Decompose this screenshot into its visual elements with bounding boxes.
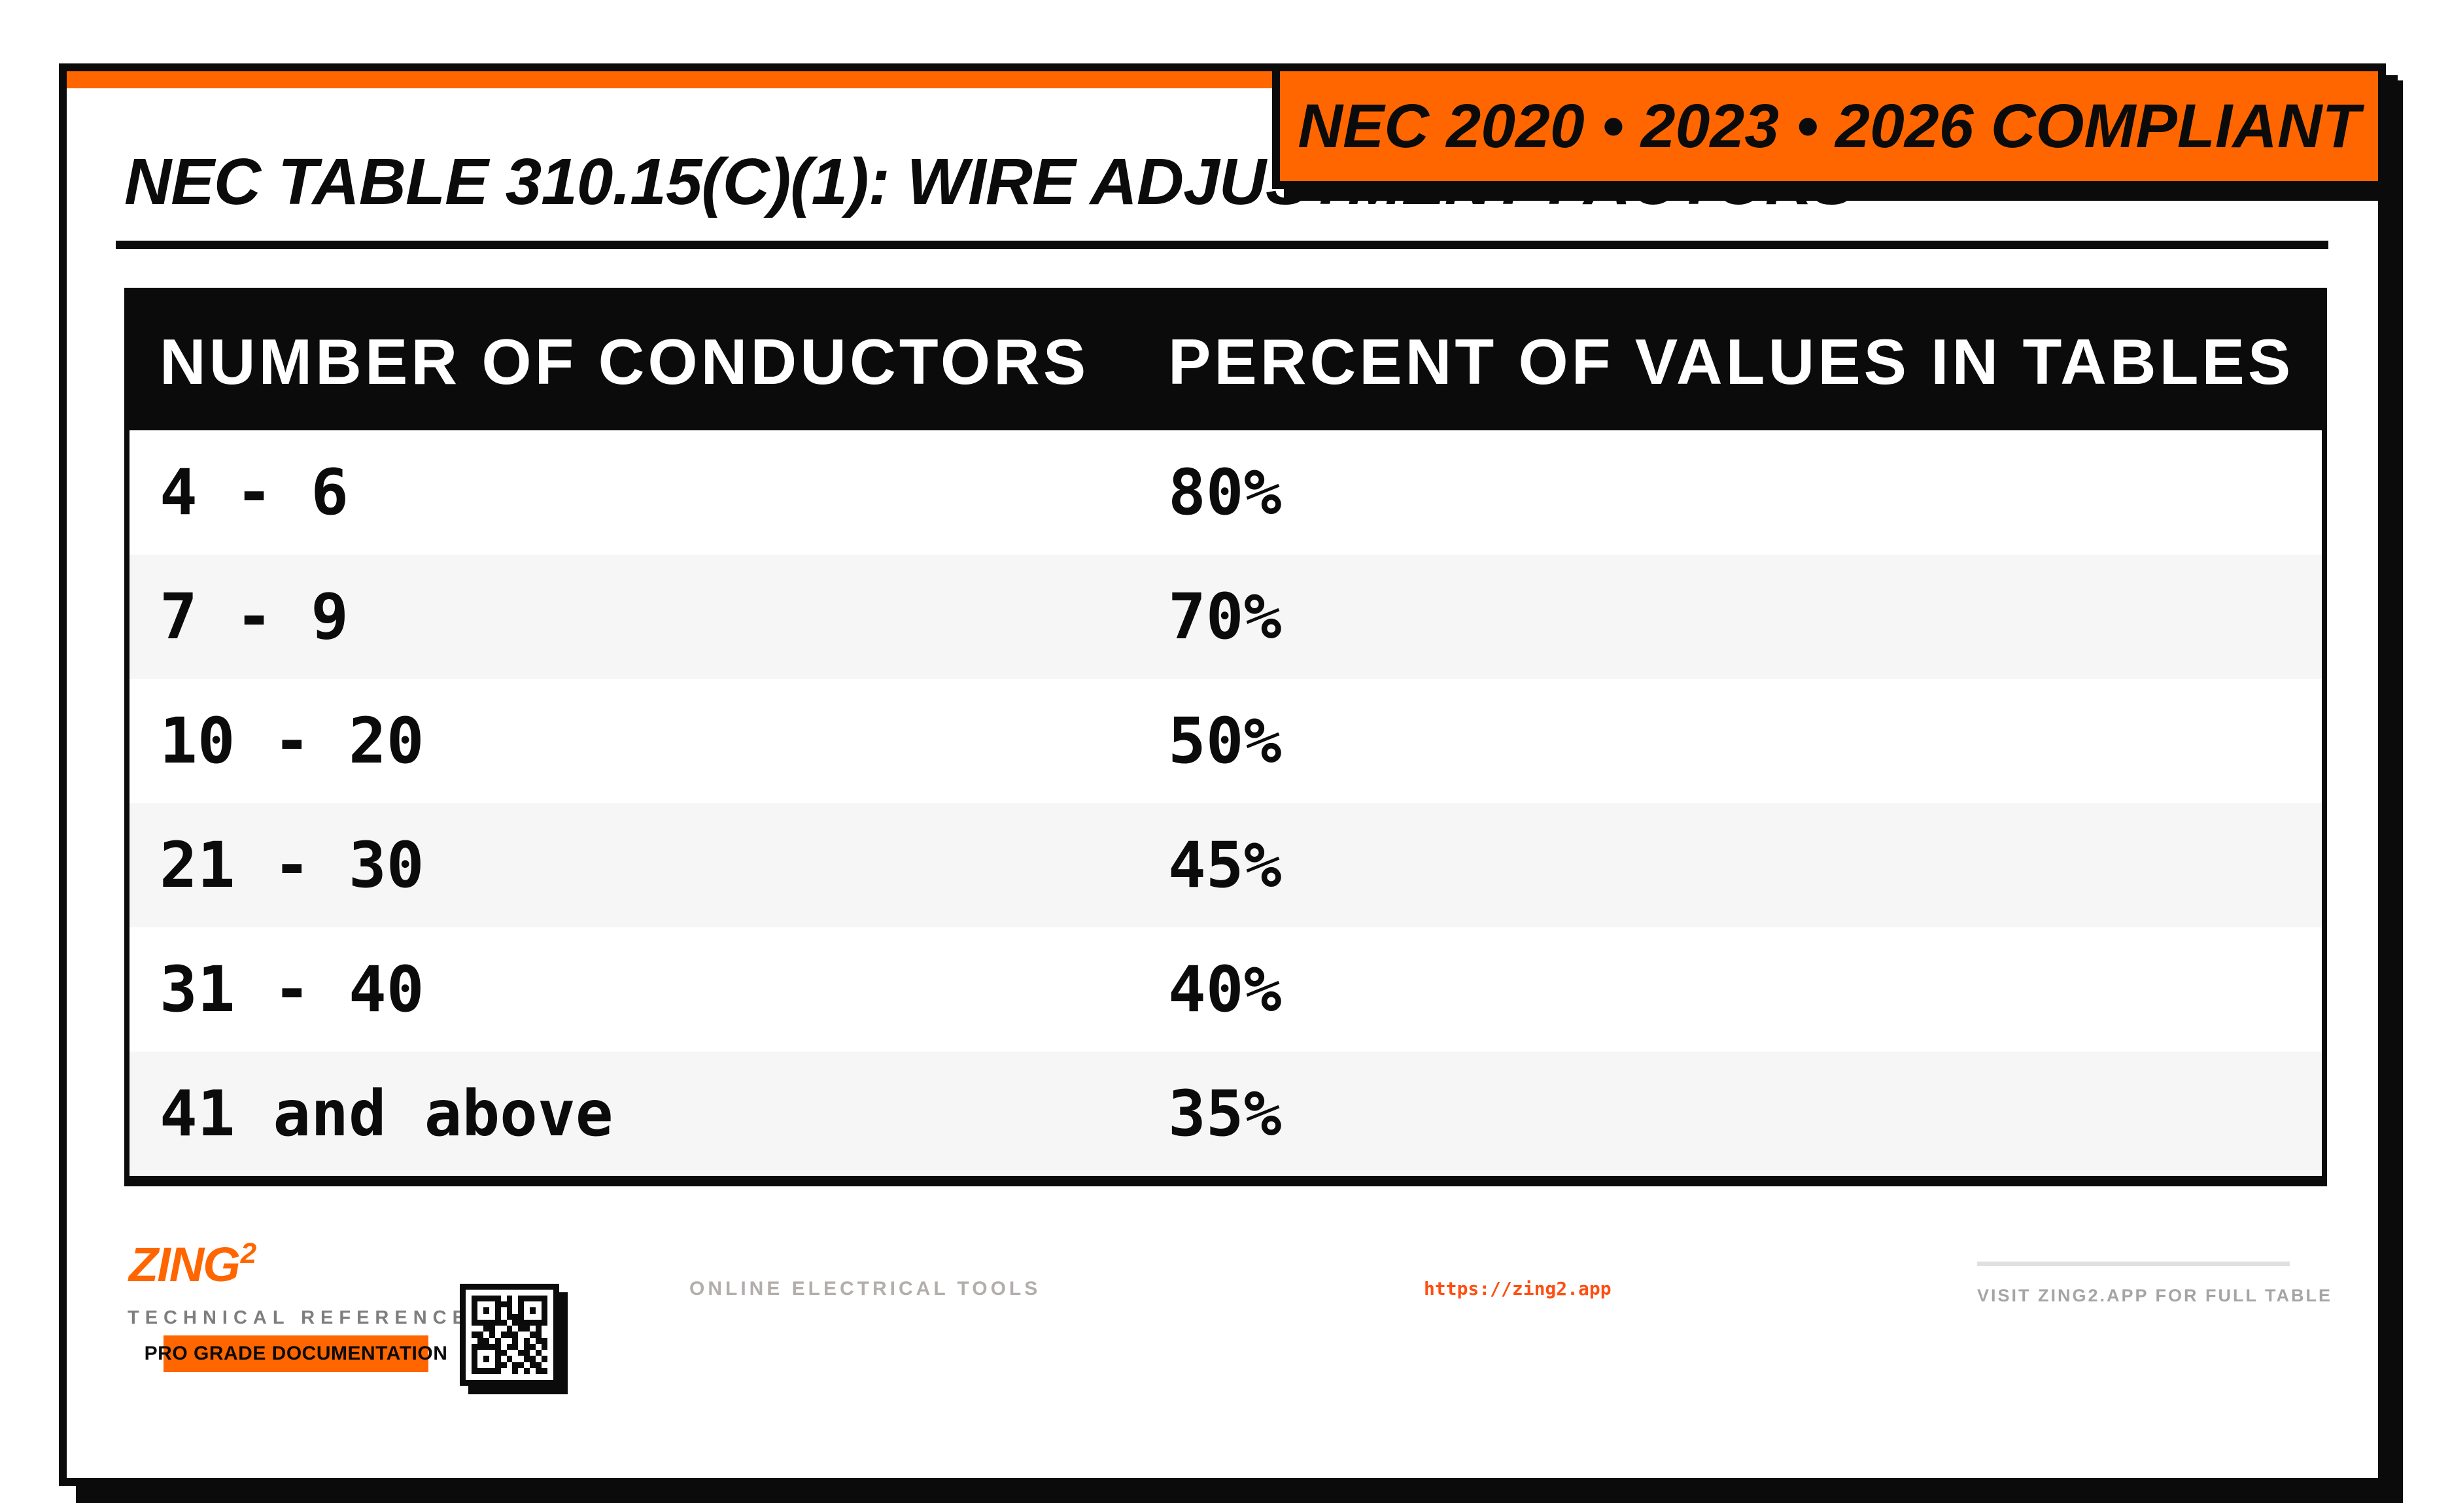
adjustment-factors-table: NUMBER OF CONDUCTORS PERCENT OF VALUES I… — [124, 288, 2327, 1186]
title-divider — [116, 241, 2328, 249]
table-row: 7 - 9 70% — [129, 555, 2322, 679]
zing2-logo: ZING2 — [129, 1237, 257, 1292]
compliance-badge: NEC 2020 • 2023 • 2026 COMPLIANT — [1272, 63, 2386, 189]
pro-grade-badge: PRO GRADE DOCUMENTATION — [145, 1335, 447, 1372]
qr-code-pattern — [472, 1296, 547, 1374]
percent-cell: 80% — [1168, 456, 1282, 529]
qr-code — [460, 1284, 559, 1386]
zing2-logo-superscript: 2 — [240, 1237, 257, 1269]
table-row: 21 - 30 45% — [129, 803, 2322, 927]
percent-cell: 70% — [1168, 580, 1282, 653]
percent-cell: 50% — [1168, 704, 1282, 778]
table-row: 10 - 20 50% — [129, 679, 2322, 803]
pro-grade-badge-label: PRO GRADE DOCUMENTATION — [144, 1343, 448, 1364]
conductors-cell: 10 - 20 — [160, 704, 424, 778]
visit-divider — [1976, 1262, 2290, 1266]
site-url-link[interactable]: https://zing2.app — [1424, 1278, 1612, 1299]
compliance-badge-label: NEC 2020 • 2023 • 2026 COMPLIANT — [1298, 91, 2360, 161]
conductors-cell: 31 - 40 — [160, 953, 424, 1026]
column-header-conductors: NUMBER OF CONDUCTORS — [160, 325, 1090, 398]
zing2-logo-text: ZING — [129, 1237, 241, 1292]
conductors-cell: 21 - 30 — [160, 829, 424, 902]
table-row: 31 - 40 40% — [129, 927, 2322, 1052]
percent-cell: 45% — [1168, 829, 1282, 902]
conductors-cell: 7 - 9 — [160, 580, 349, 653]
visit-text: VISIT ZING2.APP FOR FULL TABLE — [1976, 1286, 2332, 1305]
visit-section: VISIT ZING2.APP FOR FULL TABLE — [1976, 1262, 2332, 1306]
reference-card: NEC TABLE 310.15(C)(1): WIRE ADJUSTMENT … — [59, 63, 2386, 1486]
table-row: 4 - 6 80% — [129, 430, 2322, 555]
table-row: 41 and above 35% — [129, 1052, 2322, 1176]
conductors-cell: 41 and above — [160, 1077, 613, 1150]
online-tools-text: ONLINE ELECTRICAL TOOLS — [689, 1278, 1041, 1299]
percent-cell: 35% — [1168, 1077, 1282, 1150]
conductors-cell: 4 - 6 — [160, 456, 349, 529]
percent-cell: 40% — [1168, 953, 1282, 1026]
table-header-row: NUMBER OF CONDUCTORS PERCENT OF VALUES I… — [129, 293, 2322, 430]
column-header-percent: PERCENT OF VALUES IN TABLES — [1168, 325, 2294, 398]
